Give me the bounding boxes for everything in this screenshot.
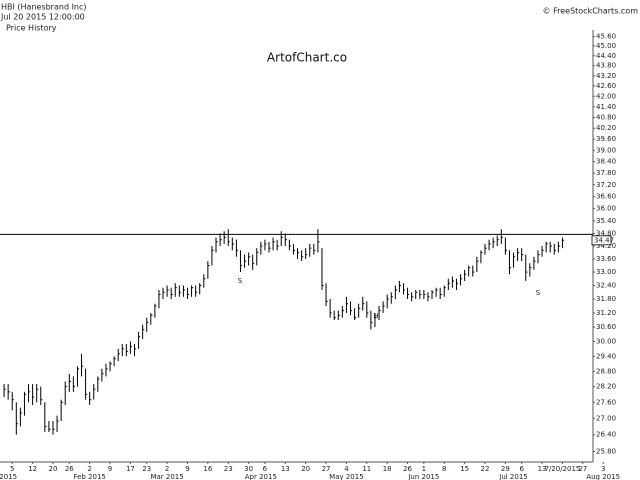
y-tick-label: 34.20 [596, 242, 616, 250]
x-tick-label: 16 [203, 465, 212, 473]
y-tick-label: 28.80 [596, 367, 616, 375]
x-tick-label: 23 [224, 465, 233, 473]
y-tick-label: 43.20 [596, 72, 616, 80]
x-tick-label: 20 [49, 465, 58, 473]
x-tick-label: 27 [578, 465, 587, 473]
last-price-box [591, 235, 612, 246]
y-tick-label: 41.40 [596, 103, 616, 111]
x-tick-label: 17 [126, 465, 135, 473]
x-tick-label: 13 [281, 465, 290, 473]
y-tick-label: 25.80 [596, 447, 616, 455]
y-tick-label: 37.80 [596, 169, 616, 177]
x-tick-label: 2 [165, 465, 169, 473]
watermark: ArtofChart.co [267, 51, 347, 65]
x-tick-label: 7/20/2015 [544, 465, 580, 473]
y-tick-label: 27.00 [596, 414, 616, 422]
y-tick-label: 31.20 [596, 309, 616, 317]
x-tick-label: 27 [322, 465, 331, 473]
y-tick-label: 37.20 [596, 181, 616, 189]
y-tick-label: 38.40 [596, 158, 616, 166]
y-tick-label: 30.60 [596, 323, 616, 331]
y-tick-label: 45.60 [596, 32, 616, 40]
y-tick-label: 36.60 [596, 193, 616, 201]
x-tick-label: 26 [403, 465, 412, 473]
x-tick-label: 8 [442, 465, 446, 473]
y-tick-label: 29.40 [596, 352, 616, 360]
y-tick-label: 34.80 [596, 229, 616, 237]
x-tick-label: 30 [244, 465, 253, 473]
x-tick-label: 12 [28, 465, 37, 473]
x-tick-label: 6 [263, 465, 268, 473]
x-tick-label: 9 [185, 465, 189, 473]
datetime: Jul 20 2015 12:00:00 [0, 13, 85, 22]
y-tick-label: 35.40 [596, 217, 616, 225]
x-tick-label: 3 [601, 465, 605, 473]
x-tick-label: 5 [10, 465, 14, 473]
x-tick-label: 4 [344, 465, 349, 473]
x-tick-label: 9 [108, 465, 112, 473]
x-tick-label: 1 [422, 465, 426, 473]
month-label: Aug 2015 [586, 473, 620, 480]
x-tick-label: 6 [519, 465, 524, 473]
y-tick-label: 39.60 [596, 135, 616, 143]
y-tick-label: 30.00 [596, 338, 616, 346]
y-tick-label: 39.00 [596, 146, 616, 154]
pattern-label: S [238, 277, 243, 285]
y-tick-label: 40.20 [596, 124, 616, 132]
x-tick-label: 11 [362, 465, 371, 473]
y-tick-label: 40.80 [596, 113, 616, 121]
y-tick-label: 45.00 [596, 42, 616, 50]
y-tick-label: 42.60 [596, 82, 616, 90]
x-tick-label: 22 [481, 465, 490, 473]
symbol: HBI (Hanesbrand Inc) [1, 3, 87, 12]
x-tick-label: 23 [142, 465, 151, 473]
month-label: Feb 2015 [73, 473, 105, 480]
y-tick-label: 43.80 [596, 62, 616, 70]
x-tick-label: 15 [460, 465, 469, 473]
y-tick-label: 33.60 [596, 255, 616, 263]
month-label: Jul 2015 [498, 473, 528, 480]
source: © FreeStockCharts.com [543, 7, 639, 16]
y-tick-label: 31.80 [596, 295, 616, 303]
y-tick-label: 27.60 [596, 398, 616, 406]
panel-title: Price History [6, 24, 57, 33]
x-tick-label: 20 [301, 465, 310, 473]
y-tick-label: 28.20 [596, 383, 616, 391]
y-tick-label: 42.00 [596, 92, 616, 100]
month-label: Mar 2015 [150, 473, 183, 480]
last-price-label: 34.47 [594, 236, 614, 244]
y-tick-label: 33.00 [596, 268, 616, 276]
x-tick-label: 26 [65, 465, 74, 473]
x-tick-label: 29 [501, 465, 510, 473]
pattern-label: H [373, 312, 378, 320]
month-label: 2015 [0, 473, 17, 480]
month-label: May 2015 [329, 473, 364, 480]
y-tick-label: 44.40 [596, 52, 616, 60]
month-label: Jun 2015 [407, 473, 439, 480]
y-tick-label: 32.40 [596, 281, 616, 289]
x-tick-label: 13 [538, 465, 547, 473]
pattern-label: S [536, 289, 541, 297]
y-tick-label: 36.00 [596, 205, 616, 213]
x-tick-label: 2 [87, 465, 91, 473]
x-tick-label: 18 [383, 465, 392, 473]
month-label: Apr 2015 [245, 473, 277, 480]
y-tick-label: 26.40 [596, 431, 616, 439]
